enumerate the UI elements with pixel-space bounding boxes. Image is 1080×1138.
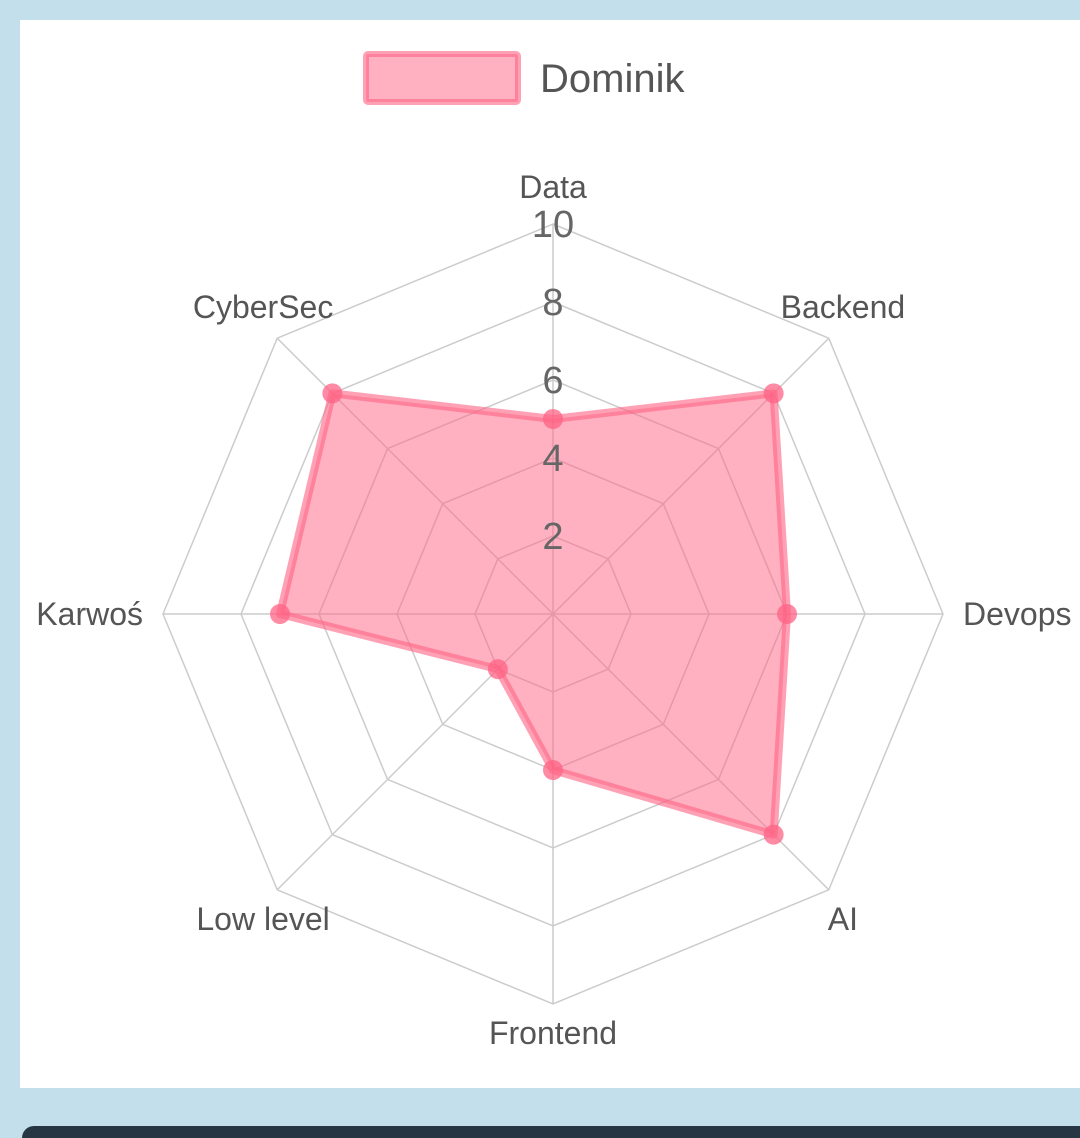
tick-label-8: 8: [542, 282, 563, 324]
point-cybersec[interactable]: [322, 383, 343, 404]
point-devops[interactable]: [777, 604, 797, 624]
radial-ticks: 2 4 6 8 10: [532, 204, 574, 558]
point-backend[interactable]: [763, 383, 784, 404]
point-ai[interactable]: [763, 824, 784, 845]
tick-label-2: 2: [542, 516, 563, 558]
radar-series: [270, 383, 797, 845]
axis-label-low-level: Low level: [196, 901, 329, 937]
bottom-bar: [22, 1126, 1080, 1138]
series-area-dominik: [276, 389, 791, 839]
axis-label-devops: Devops: [963, 596, 1072, 632]
point-data[interactable]: [543, 409, 563, 429]
axis-labels: Data Backend Devops AI Frontend Low level Karw…: [36, 169, 1071, 1051]
point-low-level[interactable]: [487, 659, 508, 680]
axis-label-data: Data: [519, 169, 587, 205]
tick-label-6: 6: [542, 360, 563, 402]
tick-label-10: 10: [532, 204, 574, 246]
legend-label-dominik[interactable]: Dominik: [540, 57, 685, 101]
axis-label-karwo: Karwoś: [36, 596, 143, 632]
axis-label-ai: AI: [828, 901, 858, 937]
point-frontend[interactable]: [543, 760, 563, 780]
point-karwo[interactable]: [270, 604, 290, 624]
axis-label-frontend: Frontend: [489, 1015, 617, 1051]
tick-label-4: 4: [542, 438, 563, 480]
axis-label-backend: Backend: [781, 289, 906, 325]
legend[interactable]: Dominik: [363, 51, 685, 105]
legend-swatch-dominik[interactable]: [363, 51, 521, 105]
axis-label-cybersec: CyberSec: [193, 289, 334, 325]
